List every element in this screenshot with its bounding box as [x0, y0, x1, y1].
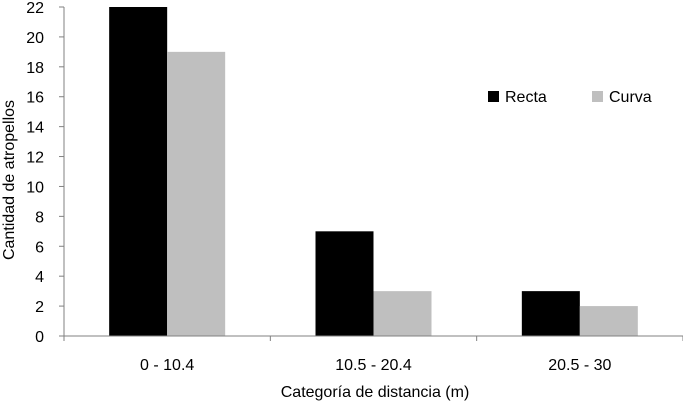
y-tick-label: 14: [26, 120, 44, 137]
y-tick-label: 2: [35, 299, 44, 316]
x-tick-label: 20.5 - 30: [548, 357, 611, 374]
bars-layer: [109, 7, 638, 336]
legend-label-recta: Recta: [505, 89, 547, 106]
x-axis-title: Categoría de distancia (m): [281, 384, 470, 401]
legend-swatch-recta: [488, 91, 499, 102]
bar-recta-0: [109, 7, 168, 336]
bar-recta-1: [315, 231, 374, 336]
axes-layer: [63, 7, 683, 337]
y-tick-label: 8: [35, 209, 44, 226]
x-tick-label: 0 - 10.4: [140, 357, 194, 374]
y-tick-label: 18: [26, 60, 44, 77]
bar-curva-1: [373, 291, 432, 336]
y-tick-label: 16: [26, 90, 44, 107]
ticks-layer: 0 2 4 6 8 10 12 14 16 18 20 22 0 - 10.4 10.5 - 20.4 20…: [26, 0, 683, 374]
y-tick-label: 22: [26, 0, 44, 17]
y-axis-title: Cantidad de atropellos: [1, 100, 18, 260]
bar-curva-2: [579, 306, 638, 336]
legend-swatch-curva: [592, 91, 603, 102]
y-tick-label: 20: [26, 30, 44, 47]
y-tick-label: 10: [26, 179, 44, 196]
y-tick-label: 12: [26, 150, 44, 167]
y-tick-label: 4: [35, 269, 44, 286]
y-tick-label: 0: [35, 329, 44, 346]
x-tick-label: 10.5 - 20.4: [335, 357, 412, 374]
legend: Recta Curva: [488, 89, 652, 106]
bar-curva-0: [167, 51, 226, 336]
y-tick-label: 6: [35, 239, 44, 256]
bar-recta-2: [521, 291, 580, 336]
legend-label-curva: Curva: [609, 89, 652, 106]
